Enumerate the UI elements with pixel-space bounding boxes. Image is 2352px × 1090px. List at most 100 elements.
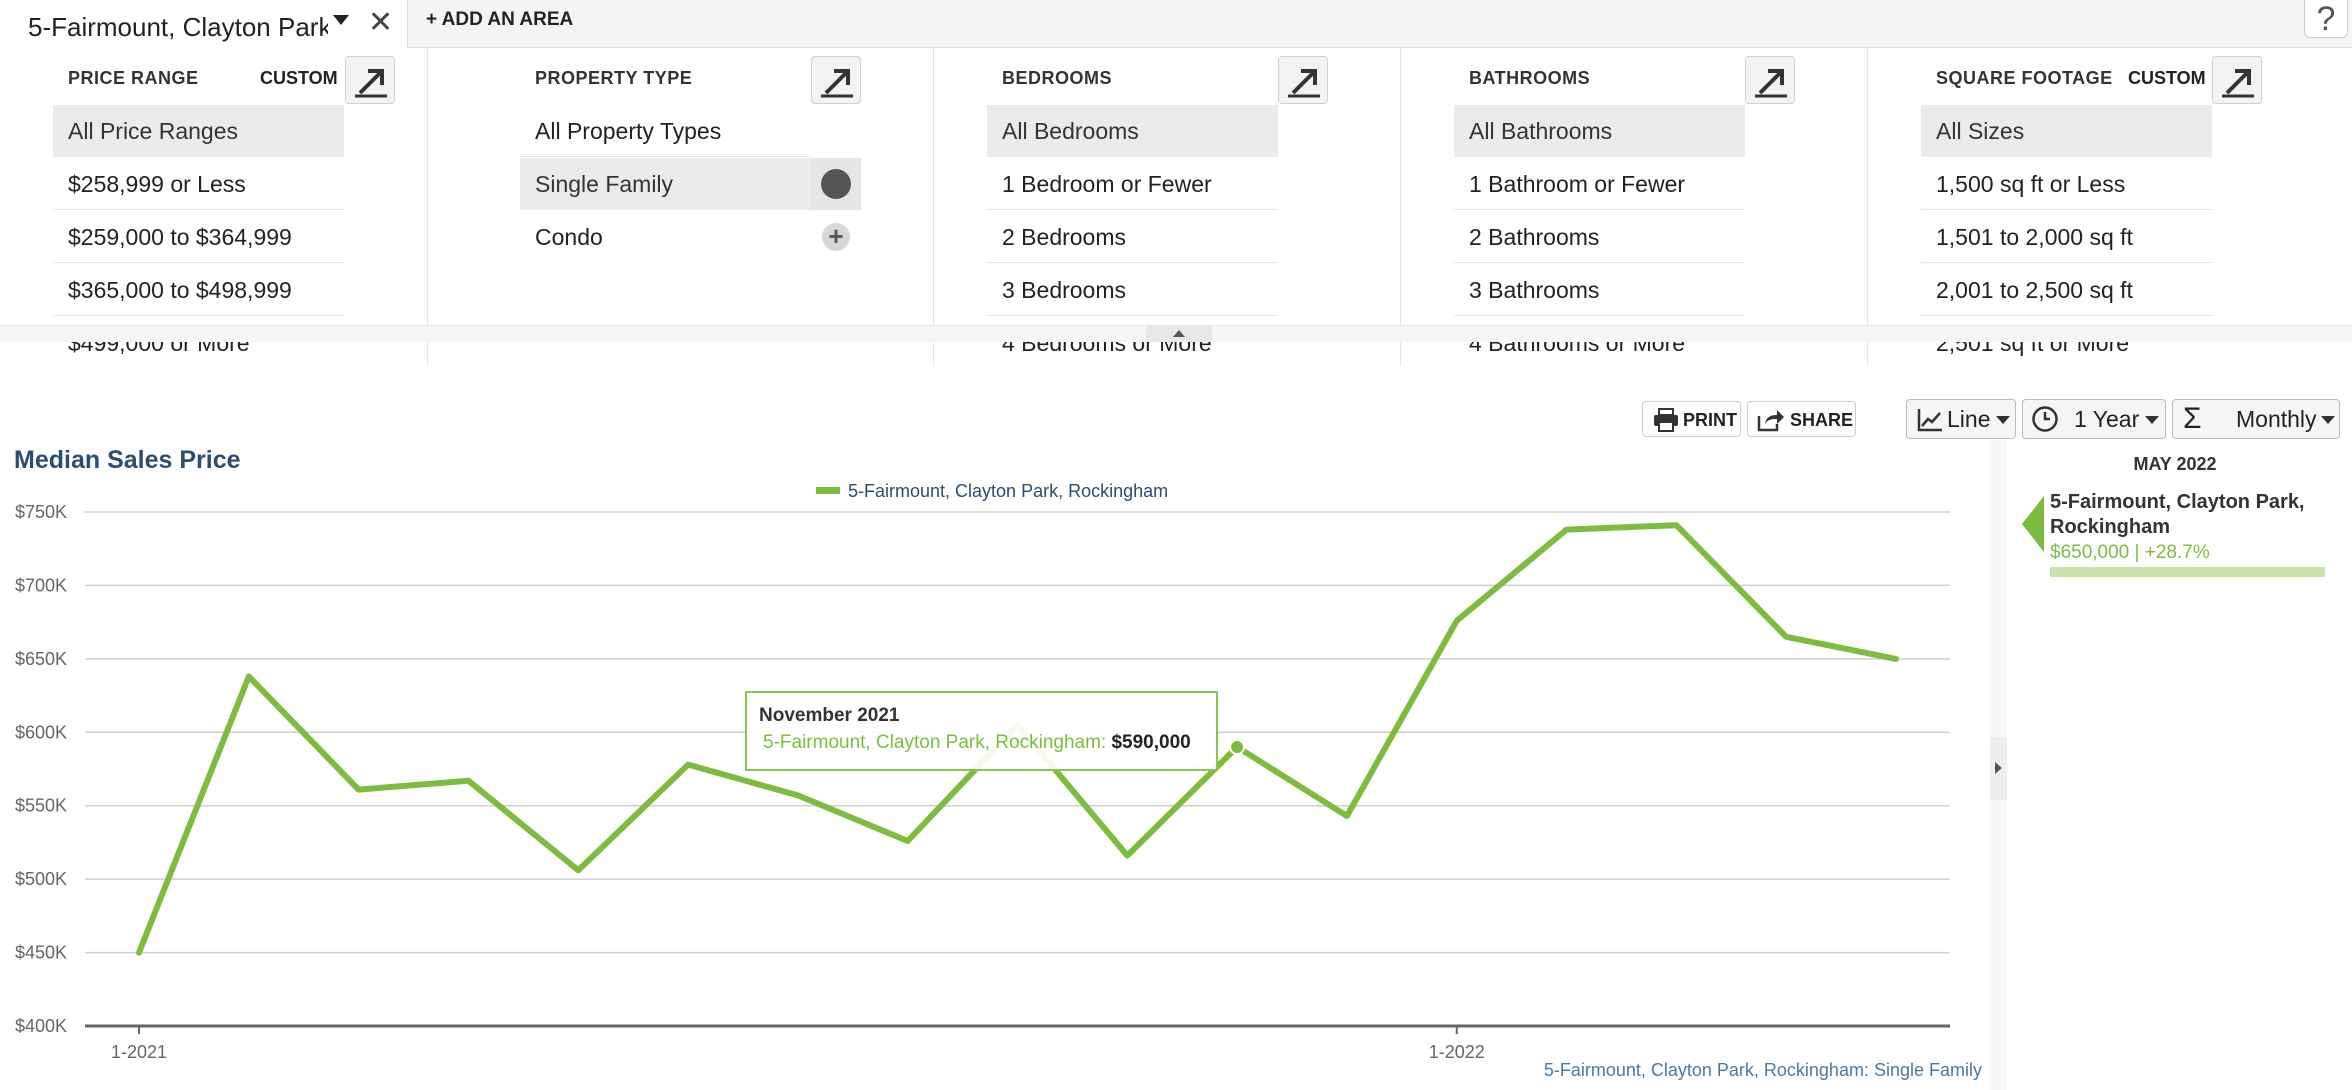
share-icon: [1757, 410, 1784, 432]
y-tick-label: $400K: [15, 1016, 67, 1036]
filter-apply-button[interactable]: [2212, 56, 2262, 104]
filter-option[interactable]: Single Family: [520, 158, 811, 210]
export-arrow-icon: [1755, 69, 1787, 98]
share-button[interactable]: SHARE: [1747, 401, 1856, 437]
area-tab[interactable]: 5-Fairmount, Clayton Park, Rockingham ✕: [0, 0, 408, 49]
filter-option[interactable]: All Price Ranges: [53, 105, 344, 157]
side-panel-value: $650,000 | +28.7%: [2050, 542, 2210, 563]
line-chart-icon: [1917, 409, 1942, 432]
line-chart: $750K $700K $650K $600K $550K $500K $450K $400K…: [15, 502, 1950, 1062]
print-label: PRINT: [1683, 410, 1737, 430]
chart-type-select[interactable]: Line: [1906, 399, 2016, 439]
y-tick-label: $650K: [15, 649, 67, 669]
filter-option[interactable]: 1 Bedroom or Fewer: [987, 158, 1278, 210]
filter-column: SQUARE FOOTAGE CUSTOM All Sizes 1,500 sq ft…: [1868, 48, 2352, 366]
chart-type-value: Line: [1947, 406, 1991, 432]
filter-apply-button[interactable]: [811, 56, 861, 104]
chart-tooltip: November 2021 5-Fairmount, Clayton Park,…: [745, 691, 1218, 771]
filter-title: BEDROOMS: [1002, 68, 1113, 88]
filter-title: SQUARE FOOTAGE: [1936, 68, 2113, 88]
chart-title: Median Sales Price: [14, 446, 241, 474]
export-arrow-icon: [821, 69, 853, 98]
time-range-value: 1 Year: [2074, 406, 2140, 432]
y-tick-label: $550K: [15, 796, 67, 816]
tooltip-date: November 2021: [759, 705, 900, 726]
filter-title: PROPERTY TYPE: [535, 68, 693, 88]
legend-swatch: [816, 487, 840, 495]
plus-icon[interactable]: +: [822, 223, 850, 251]
printer-icon: [1654, 408, 1678, 432]
chart-footer: 5-Fairmount, Clayton Park, Rockingham: S…: [1543, 1060, 1982, 1080]
help-button[interactable]: ?: [2304, 0, 2348, 38]
interval-select[interactable]: Σ Monthly: [2172, 399, 2340, 439]
y-tick-label: $750K: [15, 502, 67, 522]
side-panel-marker: [2022, 496, 2044, 552]
filter-option[interactable]: $365,000 to $498,999: [53, 264, 344, 316]
filter-option[interactable]: $258,999 or Less: [53, 158, 344, 210]
filter-column: BATHROOMS All Bathrooms 1 Bathroom or Fewe…: [1401, 48, 1868, 366]
collapse-filters-button[interactable]: [1146, 326, 1212, 342]
add-area-button[interactable]: + ADD AN AREA: [426, 9, 574, 30]
filter-option[interactable]: 3 Bathrooms: [1454, 264, 1745, 316]
filter-column: BEDROOMS All Bedrooms 1 Bedroom or Fewer 2 …: [934, 48, 1401, 366]
export-arrow-icon: [1288, 69, 1320, 98]
y-tick-label: $700K: [15, 575, 67, 595]
y-tick-label: $600K: [15, 722, 67, 742]
filter-apply-button[interactable]: [345, 56, 395, 104]
interval-value: Monthly: [2236, 406, 2317, 432]
close-icon[interactable]: ✕: [368, 6, 394, 39]
export-arrow-icon: [2222, 69, 2254, 98]
chevron-down-icon[interactable]: [333, 15, 349, 25]
custom-range-button[interactable]: CUSTOM: [260, 68, 338, 88]
filter-apply-button[interactable]: [1745, 56, 1795, 104]
print-button[interactable]: PRINT: [1642, 401, 1741, 437]
tooltip-series: 5-Fairmount, Clayton Park, Rockingham: $…: [763, 732, 1191, 754]
legend-label: 5-Fairmount, Clayton Park, Rockingham: [848, 481, 1169, 501]
y-tick-label: $450K: [15, 943, 67, 963]
filter-title: BATHROOMS: [1469, 68, 1591, 88]
filter-option[interactable]: All Property Types: [520, 105, 811, 157]
chevron-up-icon: [1173, 330, 1185, 337]
side-panel-area: 5-Fairmount, Clayton Park, Rockingham: [2050, 491, 2305, 538]
filter-option[interactable]: All Bathrooms: [1454, 105, 1745, 157]
filter-option[interactable]: All Sizes: [1921, 105, 2212, 157]
side-panel-date: MAY 2022: [2133, 454, 2217, 474]
filter-option[interactable]: Condo: [535, 224, 603, 250]
export-arrow-icon: [355, 69, 387, 98]
filter-option[interactable]: 1,500 sq ft or Less: [1921, 158, 2212, 210]
side-panel-bar: [2050, 567, 2325, 577]
tooltip-value: $590,000: [1111, 732, 1191, 753]
time-range-select[interactable]: 1 Year: [2022, 399, 2166, 439]
chart-legend[interactable]: 5-Fairmount, Clayton Park, Rockingham: [816, 481, 1168, 502]
filter-option[interactable]: 2,001 to 2,500 sq ft: [1921, 264, 2212, 316]
filter-option[interactable]: 3 Bedrooms: [987, 264, 1278, 316]
y-tick-label: $500K: [15, 869, 67, 889]
clock-icon: [2032, 406, 2058, 432]
tooltip-series-label: 5-Fairmount, Clayton Park, Rockingham:: [763, 732, 1107, 753]
area-tab-bar: 5-Fairmount, Clayton Park, Rockingham ✕ …: [0, 0, 2352, 49]
filter-title: PRICE RANGE: [68, 68, 199, 88]
x-tick-label: 1-2022: [1429, 1042, 1485, 1062]
filter-apply-button[interactable]: [1278, 56, 1328, 104]
remove-property-type-button[interactable]: [811, 158, 861, 210]
side-panel-toggle[interactable]: [1990, 737, 2007, 800]
filter-column: PROPERTY TYPE All Property Types Single Fa…: [467, 48, 934, 366]
area-tab-label[interactable]: 5-Fairmount, Clayton Park, Rockingham: [28, 12, 328, 42]
filter-option[interactable]: $259,000 to $364,999: [53, 211, 344, 263]
custom-range-button[interactable]: CUSTOM: [2128, 68, 2206, 88]
filter-option[interactable]: 2 Bedrooms: [987, 211, 1278, 263]
share-label: SHARE: [1790, 410, 1854, 430]
filter-option[interactable]: 1,501 to 2,000 sq ft: [1921, 211, 2212, 263]
chevron-down-icon: [2321, 416, 2335, 424]
filter-column: PRICE RANGE CUSTOM All Price Ranges $258,99…: [0, 48, 428, 366]
filter-option[interactable]: 1 Bathroom or Fewer: [1454, 158, 1745, 210]
chevron-down-icon: [1996, 416, 2010, 424]
filter-option[interactable]: 2 Bathrooms: [1454, 211, 1745, 263]
chevron-right-icon: [1995, 762, 2002, 774]
hovered-data-point: [1229, 738, 1246, 755]
chevron-down-icon: [2145, 416, 2159, 424]
sum-icon: Σ: [2183, 402, 2202, 435]
x-tick-label: 1-2021: [111, 1042, 167, 1062]
selected-indicator-icon: [821, 169, 851, 199]
filter-option[interactable]: All Bedrooms: [987, 105, 1278, 157]
